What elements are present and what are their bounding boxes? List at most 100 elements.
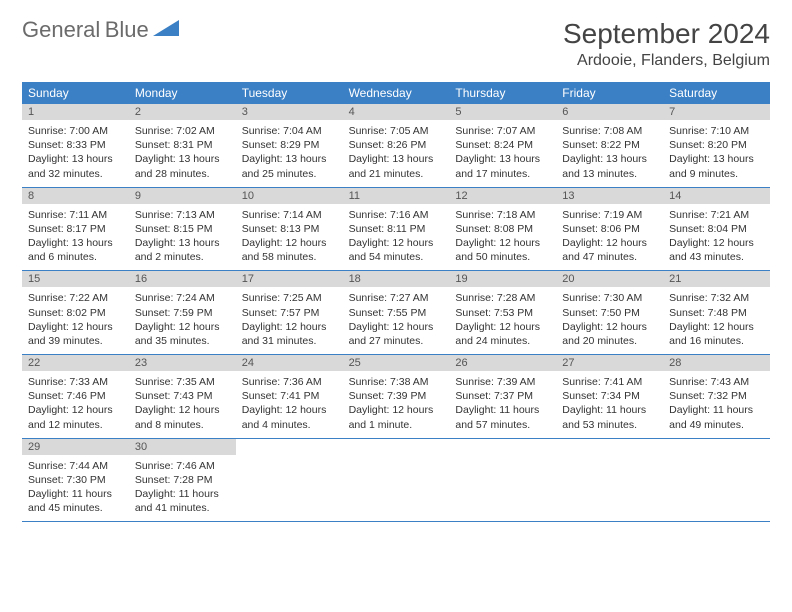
daylight-text-2: and 49 minutes. <box>669 418 764 432</box>
daylight-text-2: and 31 minutes. <box>242 334 337 348</box>
day-cell: . <box>556 439 663 522</box>
day-header-sun: Sunday <box>22 82 129 104</box>
sunset-text: Sunset: 8:17 PM <box>28 222 123 236</box>
sunset-text: Sunset: 8:24 PM <box>455 138 550 152</box>
day-number: 14 <box>663 188 770 204</box>
day-number: 28 <box>663 355 770 371</box>
day-number: 3 <box>236 104 343 120</box>
daylight-text-2: and 21 minutes. <box>349 167 444 181</box>
daylight-text-2: and 6 minutes. <box>28 250 123 264</box>
daylight-text-2: and 1 minute. <box>349 418 444 432</box>
day-number: 18 <box>343 271 450 287</box>
sunrise-text: Sunrise: 7:44 AM <box>28 459 123 473</box>
day-content: Sunrise: 7:08 AMSunset: 8:22 PMDaylight:… <box>556 120 663 187</box>
day-cell: 20Sunrise: 7:30 AMSunset: 7:50 PMDayligh… <box>556 271 663 354</box>
sunset-text: Sunset: 7:53 PM <box>455 306 550 320</box>
weeks-container: 1Sunrise: 7:00 AMSunset: 8:33 PMDaylight… <box>22 104 770 522</box>
sunset-text: Sunset: 8:13 PM <box>242 222 337 236</box>
day-content: Sunrise: 7:39 AMSunset: 7:37 PMDaylight:… <box>449 371 556 438</box>
title-block: September 2024 Ardooie, Flanders, Belgiu… <box>563 18 770 70</box>
daylight-text-2: and 53 minutes. <box>562 418 657 432</box>
day-number: 7 <box>663 104 770 120</box>
day-cell: 24Sunrise: 7:36 AMSunset: 7:41 PMDayligh… <box>236 355 343 438</box>
day-content: Sunrise: 7:21 AMSunset: 8:04 PMDaylight:… <box>663 204 770 271</box>
location: Ardooie, Flanders, Belgium <box>563 52 770 70</box>
sunset-text: Sunset: 7:57 PM <box>242 306 337 320</box>
day-content: Sunrise: 7:10 AMSunset: 8:20 PMDaylight:… <box>663 120 770 187</box>
daylight-text-1: Daylight: 12 hours <box>135 403 230 417</box>
sunset-text: Sunset: 8:33 PM <box>28 138 123 152</box>
daylight-text-1: Daylight: 11 hours <box>135 487 230 501</box>
day-header-thu: Thursday <box>449 82 556 104</box>
day-cell: . <box>449 439 556 522</box>
day-content: Sunrise: 7:38 AMSunset: 7:39 PMDaylight:… <box>343 371 450 438</box>
day-number: 11 <box>343 188 450 204</box>
day-content: Sunrise: 7:11 AMSunset: 8:17 PMDaylight:… <box>22 204 129 271</box>
daylight-text-1: Daylight: 13 hours <box>28 152 123 166</box>
day-cell: 19Sunrise: 7:28 AMSunset: 7:53 PMDayligh… <box>449 271 556 354</box>
sunset-text: Sunset: 8:22 PM <box>562 138 657 152</box>
daylight-text-2: and 43 minutes. <box>669 250 764 264</box>
day-number: 2 <box>129 104 236 120</box>
day-content: Sunrise: 7:02 AMSunset: 8:31 PMDaylight:… <box>129 120 236 187</box>
sunset-text: Sunset: 7:46 PM <box>28 389 123 403</box>
daylight-text-1: Daylight: 12 hours <box>28 403 123 417</box>
daylight-text-1: Daylight: 12 hours <box>242 403 337 417</box>
day-cell: 1Sunrise: 7:00 AMSunset: 8:33 PMDaylight… <box>22 104 129 187</box>
day-cell: 17Sunrise: 7:25 AMSunset: 7:57 PMDayligh… <box>236 271 343 354</box>
daylight-text-1: Daylight: 12 hours <box>135 320 230 334</box>
day-content: Sunrise: 7:44 AMSunset: 7:30 PMDaylight:… <box>22 455 129 522</box>
sunrise-text: Sunrise: 7:33 AM <box>28 375 123 389</box>
sunrise-text: Sunrise: 7:38 AM <box>349 375 444 389</box>
day-content: Sunrise: 7:18 AMSunset: 8:08 PMDaylight:… <box>449 204 556 271</box>
day-header-sat: Saturday <box>663 82 770 104</box>
day-number: 8 <box>22 188 129 204</box>
daylight-text-2: and 20 minutes. <box>562 334 657 348</box>
sunrise-text: Sunrise: 7:39 AM <box>455 375 550 389</box>
daylight-text-2: and 45 minutes. <box>28 501 123 515</box>
daylight-text-1: Daylight: 12 hours <box>28 320 123 334</box>
day-cell: 8Sunrise: 7:11 AMSunset: 8:17 PMDaylight… <box>22 188 129 271</box>
day-number: 24 <box>236 355 343 371</box>
sunrise-text: Sunrise: 7:27 AM <box>349 291 444 305</box>
daylight-text-2: and 16 minutes. <box>669 334 764 348</box>
daylight-text-1: Daylight: 12 hours <box>669 320 764 334</box>
daylight-text-1: Daylight: 13 hours <box>562 152 657 166</box>
daylight-text-1: Daylight: 12 hours <box>242 320 337 334</box>
day-cell: 30Sunrise: 7:46 AMSunset: 7:28 PMDayligh… <box>129 439 236 522</box>
day-number: 5 <box>449 104 556 120</box>
day-number: 16 <box>129 271 236 287</box>
sunset-text: Sunset: 7:39 PM <box>349 389 444 403</box>
logo: General Blue <box>22 18 179 43</box>
day-number: 21 <box>663 271 770 287</box>
day-content: Sunrise: 7:27 AMSunset: 7:55 PMDaylight:… <box>343 287 450 354</box>
daylight-text-1: Daylight: 12 hours <box>669 236 764 250</box>
daylight-text-1: Daylight: 11 hours <box>28 487 123 501</box>
day-header-fri: Friday <box>556 82 663 104</box>
daylight-text-2: and 4 minutes. <box>242 418 337 432</box>
daylight-text-1: Daylight: 13 hours <box>455 152 550 166</box>
daylight-text-2: and 57 minutes. <box>455 418 550 432</box>
sunrise-text: Sunrise: 7:22 AM <box>28 291 123 305</box>
sunset-text: Sunset: 7:34 PM <box>562 389 657 403</box>
day-content: Sunrise: 7:24 AMSunset: 7:59 PMDaylight:… <box>129 287 236 354</box>
day-cell: . <box>663 439 770 522</box>
sunrise-text: Sunrise: 7:24 AM <box>135 291 230 305</box>
sunset-text: Sunset: 7:28 PM <box>135 473 230 487</box>
day-content: Sunrise: 7:14 AMSunset: 8:13 PMDaylight:… <box>236 204 343 271</box>
sunrise-text: Sunrise: 7:41 AM <box>562 375 657 389</box>
month-title: September 2024 <box>563 18 770 50</box>
day-number: 25 <box>343 355 450 371</box>
sunset-text: Sunset: 8:20 PM <box>669 138 764 152</box>
sunset-text: Sunset: 8:29 PM <box>242 138 337 152</box>
daylight-text-2: and 58 minutes. <box>242 250 337 264</box>
day-cell: 6Sunrise: 7:08 AMSunset: 8:22 PMDaylight… <box>556 104 663 187</box>
day-cell: 21Sunrise: 7:32 AMSunset: 7:48 PMDayligh… <box>663 271 770 354</box>
daylight-text-2: and 13 minutes. <box>562 167 657 181</box>
day-headers: Sunday Monday Tuesday Wednesday Thursday… <box>22 82 770 104</box>
day-cell: 3Sunrise: 7:04 AMSunset: 8:29 PMDaylight… <box>236 104 343 187</box>
triangle-icon <box>153 18 179 43</box>
day-content: Sunrise: 7:00 AMSunset: 8:33 PMDaylight:… <box>22 120 129 187</box>
sunset-text: Sunset: 7:43 PM <box>135 389 230 403</box>
header: General Blue September 2024 Ardooie, Fla… <box>22 18 770 70</box>
